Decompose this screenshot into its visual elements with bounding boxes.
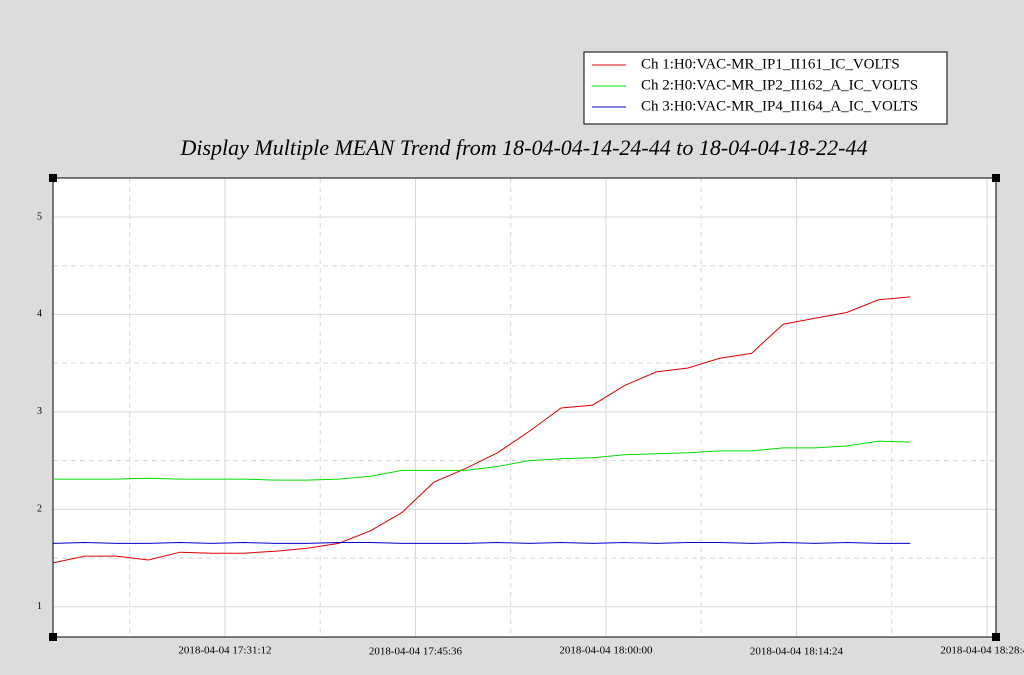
y-tick-label: 3: [37, 406, 42, 417]
series-line: [52, 296, 911, 564]
corner-handle: [49, 633, 57, 641]
plot-area: [53, 178, 996, 637]
x-tick-label: 2018-04-04 18:00:00: [559, 645, 653, 657]
corner-handle: [992, 633, 1000, 641]
chart-title: Display Multiple MEAN Trend from 18-04-0…: [179, 135, 867, 160]
legend-label: Ch 2:H0:VAC-MR_IP2_II162_A_IC_VOLTS: [641, 77, 918, 93]
series-line: [52, 541, 911, 544]
plot-border: [52, 177, 997, 638]
y-tick-label: 4: [37, 309, 42, 320]
x-tick-label: 2018-04-04 17:45:36: [369, 646, 463, 658]
legend: Ch 1:H0:VAC-MR_IP1_II161_IC_VOLTS Ch 2:H0…: [583, 51, 948, 125]
series-line: [53, 440, 911, 481]
legend-box: [583, 51, 948, 125]
y-tick-label: 5: [37, 211, 42, 222]
legend-label: Ch 1:H0:VAC-MR_IP1_II161_IC_VOLTS: [641, 56, 900, 72]
x-tick-label: 2018-04-04 17:31:12: [178, 645, 271, 657]
corner-handle: [49, 174, 57, 182]
x-tick-label: 2018-04-04 18:28:48: [940, 645, 1024, 657]
y-tick-label: 1: [37, 601, 42, 612]
legend-label: Ch 3:H0:VAC-MR_IP4_II164_A_IC_VOLTS: [641, 98, 918, 114]
y-tick-label: 2: [37, 504, 42, 515]
corner-handle: [992, 174, 1000, 182]
x-tick-label: 2018-04-04 18:14:24: [750, 646, 844, 658]
